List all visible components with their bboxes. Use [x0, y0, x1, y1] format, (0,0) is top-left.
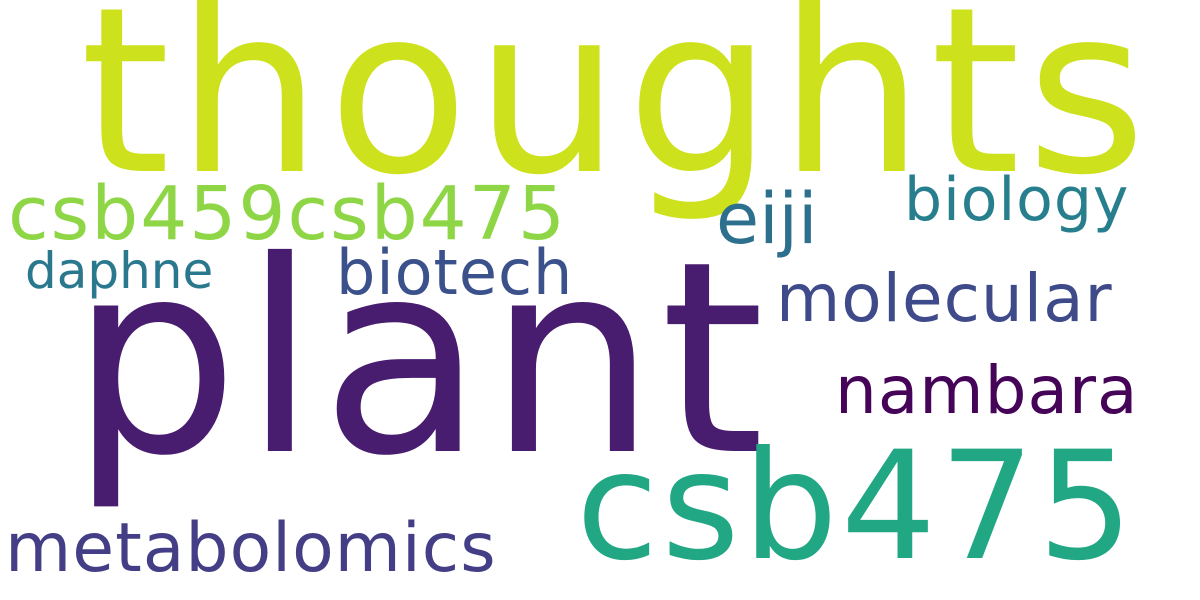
word-biotech: biotech — [336, 236, 574, 309]
word-metabolomics: metabolomics — [5, 509, 497, 588]
word-csb475: csb475 — [576, 420, 1137, 594]
word-biology: biology — [904, 165, 1130, 235]
word-csb459csb475: csb459csb475 — [8, 171, 567, 257]
word-nambara: nambara — [835, 352, 1139, 429]
word-thoughts: thoughts — [80, 0, 1153, 226]
word-daphne: daphne — [25, 242, 214, 300]
word-eiji: eiji — [716, 178, 818, 260]
word-molecular: molecular — [776, 260, 1113, 337]
word-plant: plant — [70, 204, 769, 514]
